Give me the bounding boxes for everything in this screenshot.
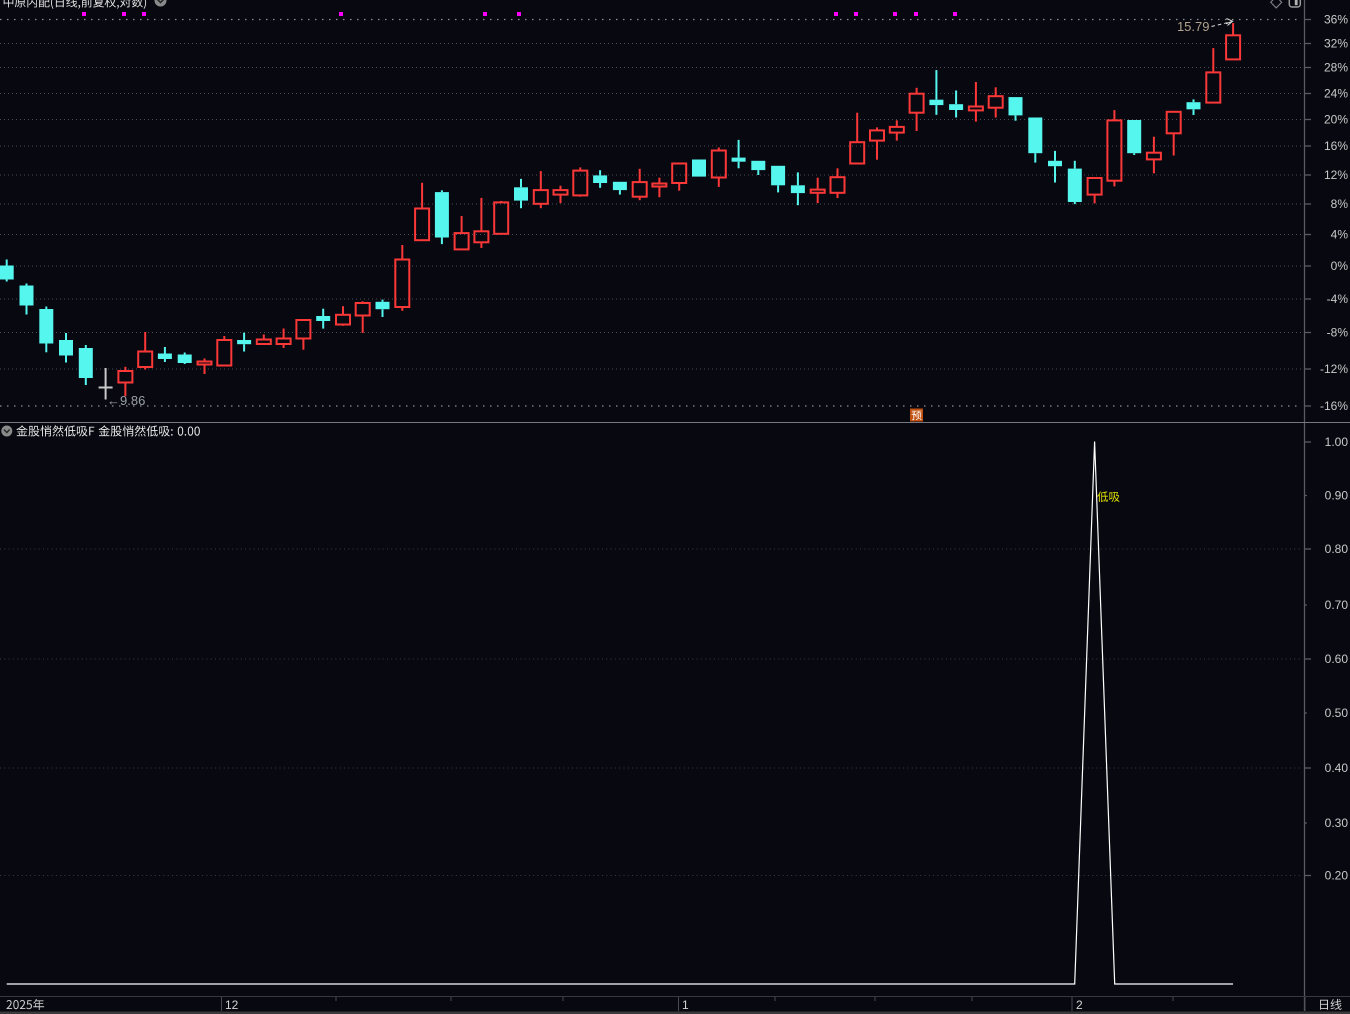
svg-text:-4%: -4% [1327, 292, 1349, 306]
svg-text:0.20: 0.20 [1325, 869, 1349, 883]
svg-text:1.00: 1.00 [1325, 435, 1349, 449]
svg-text:-16%: -16% [1320, 399, 1348, 413]
svg-text:0.30: 0.30 [1325, 816, 1349, 830]
svg-text:-12%: -12% [1320, 362, 1348, 376]
svg-text:2: 2 [1076, 998, 1083, 1012]
svg-text:12: 12 [225, 998, 239, 1012]
svg-text:8%: 8% [1331, 197, 1349, 211]
svg-text:0.90: 0.90 [1325, 489, 1349, 503]
svg-text:12%: 12% [1324, 168, 1348, 182]
svg-text:←9.86: ←9.86 [107, 393, 145, 408]
svg-text:36%: 36% [1324, 13, 1348, 27]
svg-text:32%: 32% [1324, 37, 1348, 51]
svg-text:0.60: 0.60 [1325, 652, 1349, 666]
svg-text:-8%: -8% [1327, 326, 1349, 340]
svg-text:24%: 24% [1324, 87, 1348, 101]
svg-text:0.80: 0.80 [1325, 542, 1349, 556]
svg-text:0.50: 0.50 [1325, 706, 1349, 720]
svg-text:1: 1 [682, 998, 689, 1012]
svg-text:15.79: 15.79 [1177, 19, 1210, 34]
svg-text:4%: 4% [1331, 228, 1349, 242]
svg-text:0%: 0% [1331, 259, 1349, 273]
svg-text:20%: 20% [1324, 113, 1348, 127]
svg-text:0.40: 0.40 [1325, 761, 1349, 775]
svg-text:28%: 28% [1324, 61, 1348, 75]
svg-text:0.70: 0.70 [1325, 598, 1349, 612]
svg-text:16%: 16% [1324, 139, 1348, 153]
